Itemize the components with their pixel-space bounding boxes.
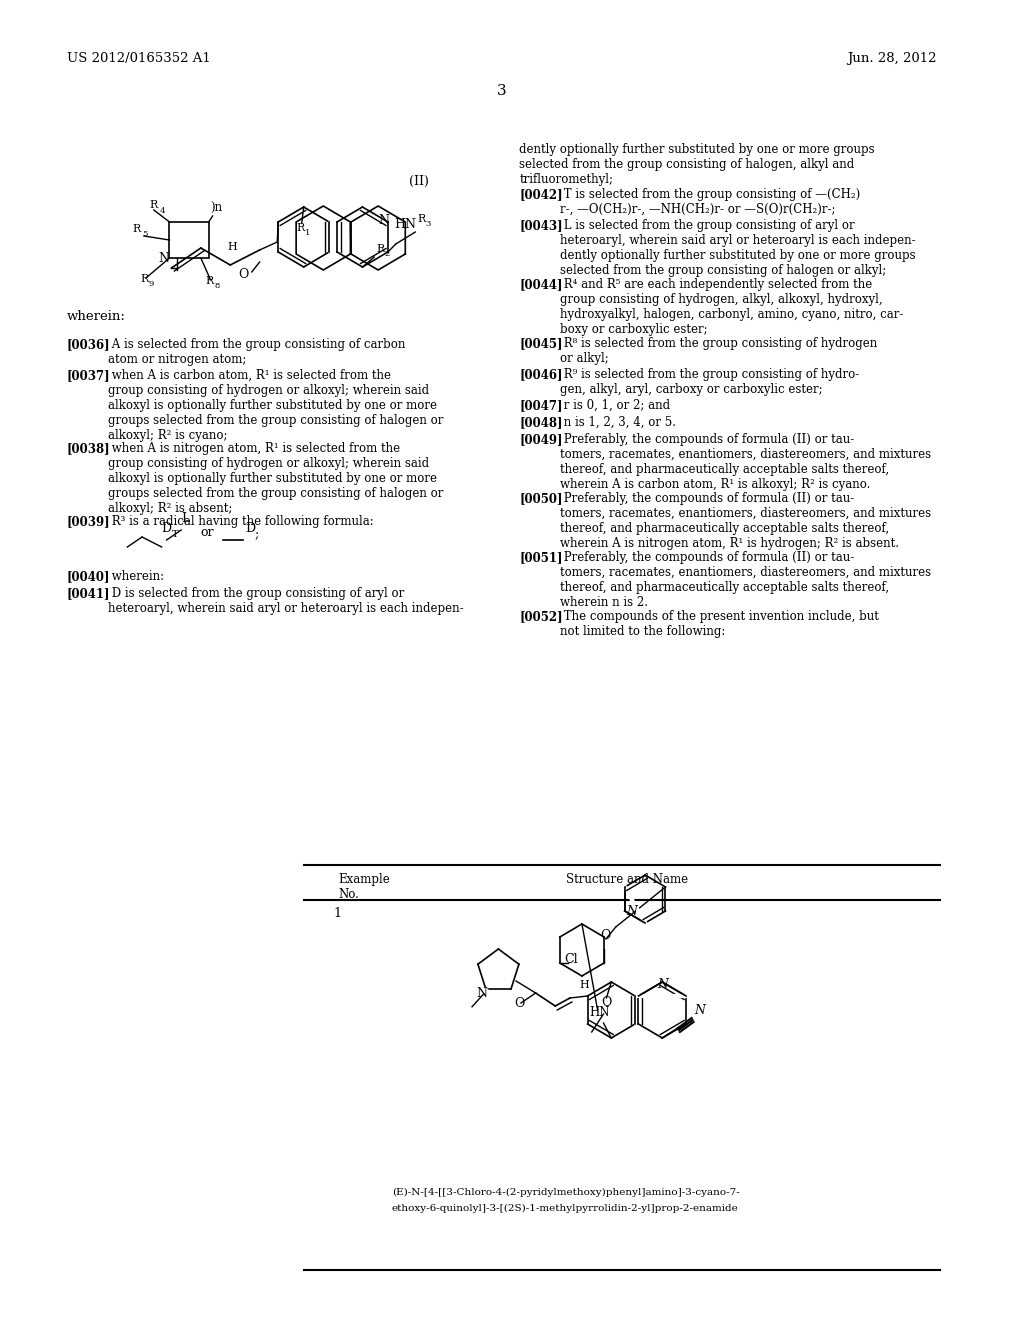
Text: [0052]: [0052] — [519, 610, 563, 623]
Text: T: T — [171, 531, 178, 539]
Text: [0042]: [0042] — [519, 187, 563, 201]
Text: D: D — [162, 521, 172, 535]
Text: R⁴ and R⁵ are each independently selected from the
group consisting of hydrogen,: R⁴ and R⁵ are each independently selecte… — [560, 279, 904, 337]
Text: R: R — [132, 224, 140, 234]
Text: O: O — [601, 997, 612, 1008]
Text: (E)-N-[4-[[3-Chloro-4-(2-pyridylmethoxy)phenyl]amino]-3-cyano-7-: (E)-N-[4-[[3-Chloro-4-(2-pyridylmethoxy)… — [392, 1188, 739, 1197]
Text: R: R — [140, 275, 148, 284]
Text: [0048]: [0048] — [519, 416, 563, 429]
Text: Preferably, the compounds of formula (II) or tau-
tomers, racemates, enantiomers: Preferably, the compounds of formula (II… — [560, 550, 932, 609]
Text: L: L — [181, 512, 189, 525]
Text: N: N — [694, 1005, 706, 1016]
Text: wherein:: wherein: — [67, 310, 126, 323]
Text: R: R — [150, 201, 158, 210]
Text: 8: 8 — [215, 282, 220, 290]
Text: D is selected from the group consisting of aryl or
heteroaryl, wherein said aryl: D is selected from the group consisting … — [108, 587, 464, 615]
Text: O: O — [238, 268, 248, 281]
Text: wherein:: wherein: — [108, 570, 164, 583]
Text: R: R — [206, 276, 214, 286]
Text: [0041]: [0041] — [67, 587, 111, 601]
Text: R⁸ is selected from the group consisting of hydrogen
or alkyl;: R⁸ is selected from the group consisting… — [560, 337, 878, 366]
Text: [0046]: [0046] — [519, 368, 563, 381]
Text: Example
No.: Example No. — [338, 873, 390, 902]
Text: N: N — [379, 214, 389, 227]
Text: Jun. 28, 2012: Jun. 28, 2012 — [847, 51, 937, 65]
Text: Preferably, the compounds of formula (II) or tau-
tomers, racemates, enantiomers: Preferably, the compounds of formula (II… — [560, 433, 932, 491]
Text: 5: 5 — [142, 230, 147, 238]
Text: N: N — [657, 978, 669, 991]
Text: L is selected from the group consisting of aryl or
heteroaryl, wherein said aryl: L is selected from the group consisting … — [560, 219, 916, 277]
Text: Structure and Name: Structure and Name — [566, 873, 688, 886]
Text: or: or — [201, 525, 214, 539]
Text: The compounds of the present invention include, but
not limited to the following: The compounds of the present invention i… — [560, 610, 880, 638]
Text: when A is carbon atom, R¹ is selected from the
group consisting of hydrogen or a: when A is carbon atom, R¹ is selected fr… — [108, 370, 443, 442]
Text: [0038]: [0038] — [67, 442, 111, 455]
Text: A is selected from the group consisting of carbon
atom or nitrogen atom;: A is selected from the group consisting … — [108, 338, 406, 366]
Text: 9: 9 — [148, 280, 155, 288]
Text: 3: 3 — [497, 84, 507, 98]
Text: R⁹ is selected from the group consisting of hydro-
gen, alkyl, aryl, carboxy or : R⁹ is selected from the group consisting… — [560, 368, 859, 396]
Text: HN: HN — [590, 1006, 610, 1019]
Text: [0039]: [0039] — [67, 515, 111, 528]
Text: [0043]: [0043] — [519, 219, 563, 232]
Text: [0040]: [0040] — [67, 570, 111, 583]
Text: [0044]: [0044] — [519, 279, 563, 290]
Text: 1: 1 — [305, 228, 310, 238]
Text: when A is nitrogen atom, R¹ is selected from the
group consisting of hydrogen or: when A is nitrogen atom, R¹ is selected … — [108, 442, 443, 515]
Text: H: H — [580, 979, 590, 990]
Text: O: O — [600, 929, 610, 942]
Text: [0045]: [0045] — [519, 337, 563, 350]
Text: n is 1, 2, 3, 4, or 5.: n is 1, 2, 3, 4, or 5. — [560, 416, 677, 429]
Text: T is selected from the group consisting of —(CH₂)
r-, —O(CH₂)r-, —NH(CH₂)r- or —: T is selected from the group consisting … — [560, 187, 860, 216]
Text: [0047]: [0047] — [519, 399, 563, 412]
Text: Preferably, the compounds of formula (II) or tau-
tomers, racemates, enantiomers: Preferably, the compounds of formula (II… — [560, 492, 932, 550]
Text: Cl: Cl — [564, 953, 578, 966]
Text: O: O — [514, 997, 524, 1010]
Text: N: N — [158, 252, 169, 265]
Text: r is 0, 1, or 2; and: r is 0, 1, or 2; and — [560, 399, 671, 412]
Text: 1: 1 — [333, 907, 341, 920]
Text: D: D — [245, 521, 255, 535]
Text: N: N — [476, 987, 487, 999]
Text: [0049]: [0049] — [519, 433, 563, 446]
Text: US 2012/0165352 A1: US 2012/0165352 A1 — [67, 51, 210, 65]
Text: H: H — [227, 242, 237, 252]
Text: R: R — [297, 223, 305, 234]
Text: R: R — [418, 214, 426, 224]
Text: 4: 4 — [160, 207, 165, 215]
Text: 2: 2 — [384, 249, 389, 257]
Text: ;: ; — [255, 528, 259, 541]
Text: ethoxy-6-quinolyl]-3-[(2S)-1-methylpyrrolidin-2-yl]prop-2-enamide: ethoxy-6-quinolyl]-3-[(2S)-1-methylpyrro… — [392, 1204, 738, 1213]
Text: )n: )n — [211, 202, 223, 215]
Text: HN: HN — [394, 218, 416, 231]
Text: R³ is a radical having the following formula:: R³ is a radical having the following for… — [108, 515, 374, 528]
Text: [0051]: [0051] — [519, 550, 563, 564]
Text: [0050]: [0050] — [519, 492, 563, 506]
Text: 3: 3 — [425, 220, 430, 228]
Text: N: N — [627, 906, 638, 917]
Text: [0036]: [0036] — [67, 338, 111, 351]
Text: [0037]: [0037] — [67, 370, 111, 381]
Text: R: R — [376, 244, 384, 253]
Text: dently optionally further substituted by one or more groups
selected from the gr: dently optionally further substituted by… — [519, 143, 874, 186]
Text: (II): (II) — [410, 176, 429, 187]
